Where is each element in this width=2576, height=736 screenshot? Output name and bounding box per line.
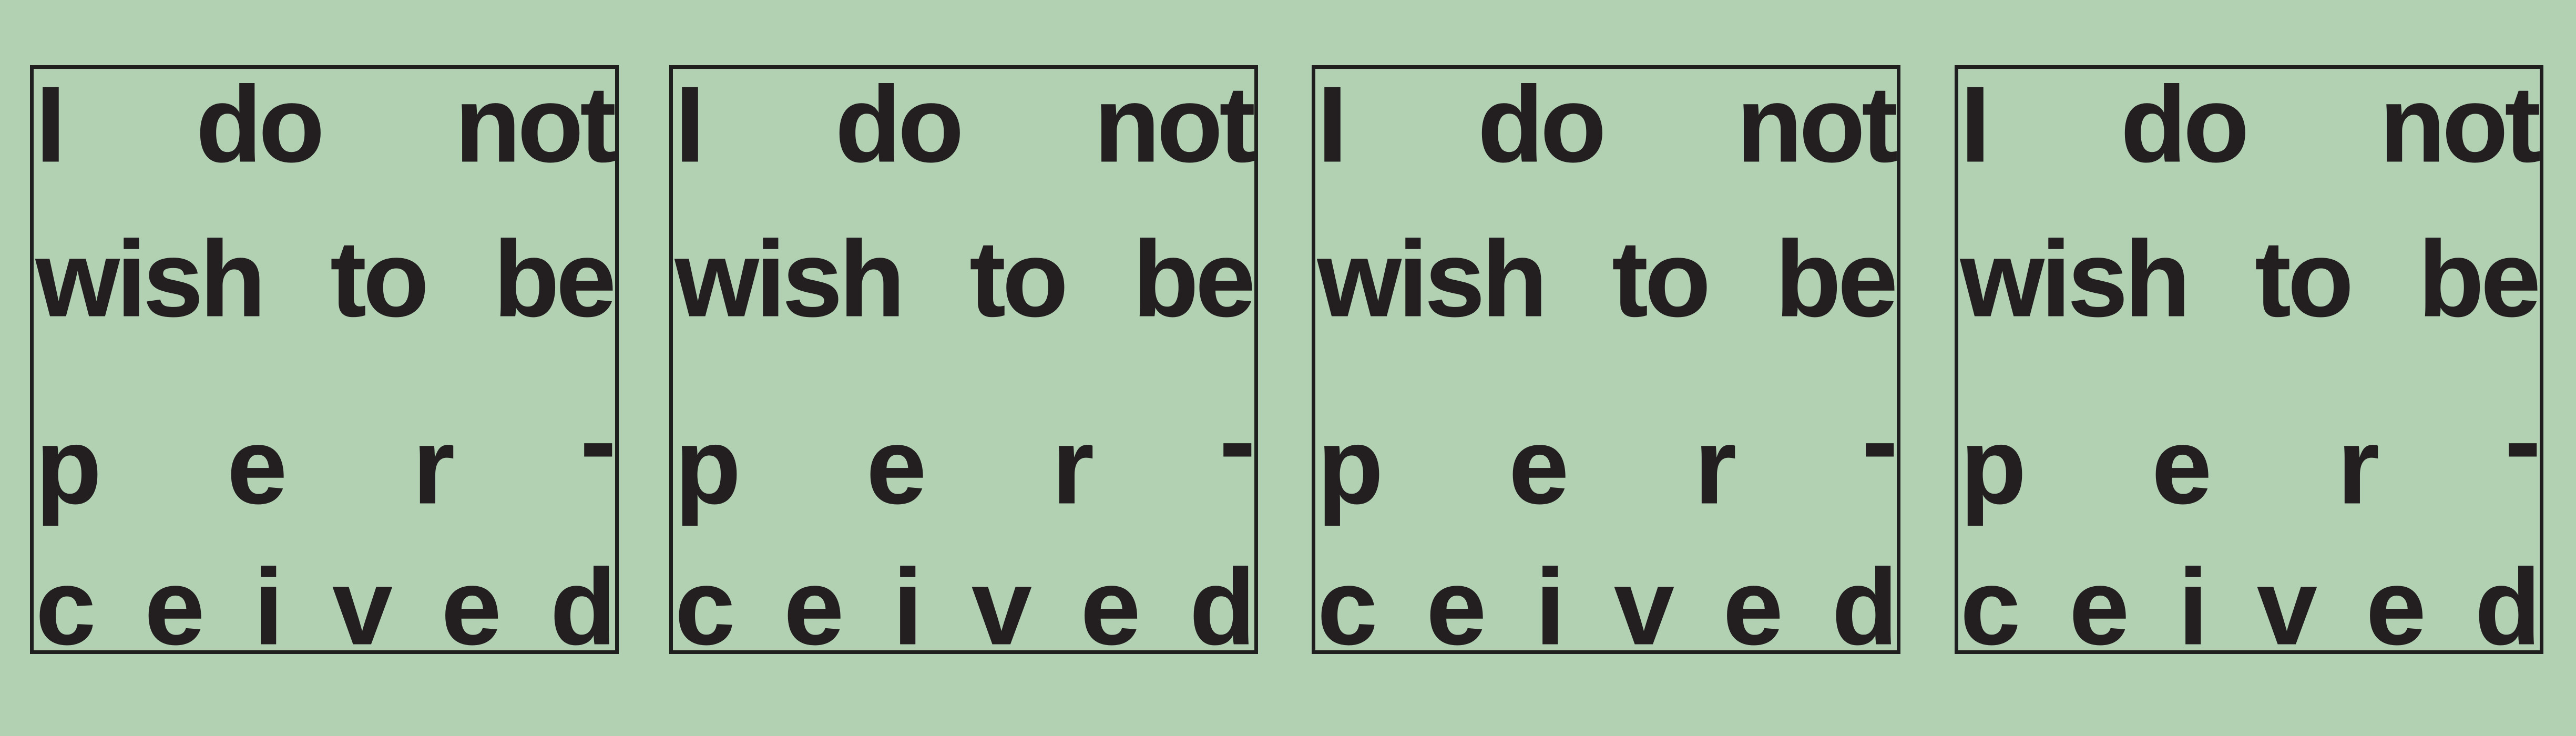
word: not bbox=[1736, 65, 1897, 185]
word: do bbox=[1477, 65, 1606, 185]
word: not bbox=[2379, 65, 2540, 185]
text-block: I do not wish to be p e r - c e i v e bbox=[1958, 65, 2540, 651]
letter: i bbox=[1535, 547, 1566, 654]
letter: e bbox=[2069, 547, 2130, 654]
hyphen: - bbox=[1219, 381, 1254, 501]
letter: r bbox=[1694, 406, 1737, 526]
hyphen: - bbox=[1862, 381, 1897, 501]
line-1: I do not bbox=[34, 65, 615, 185]
letter: e bbox=[227, 406, 288, 526]
text-block: I do not wish to be p e r - c e i v e bbox=[1315, 65, 1897, 651]
letter: e bbox=[441, 547, 502, 654]
letter: i bbox=[2178, 547, 2209, 654]
hyphen: - bbox=[2505, 381, 2540, 501]
text-block: I do not wish to be p e r - c e i v e bbox=[673, 65, 1254, 651]
letter: c bbox=[1960, 547, 2020, 654]
text-block: I do not wish to be p e r - c e i v e bbox=[34, 65, 615, 651]
line-3: p e r - bbox=[1315, 387, 1897, 526]
line-3: p e r - bbox=[673, 387, 1254, 526]
line-3: p e r - bbox=[1958, 387, 2540, 526]
word: I bbox=[1960, 65, 1991, 185]
word: to bbox=[330, 219, 429, 339]
letter: d bbox=[1189, 547, 1254, 654]
line-2: wish to be bbox=[673, 219, 1254, 339]
word: be bbox=[2418, 219, 2540, 339]
word: to bbox=[1612, 219, 1711, 339]
letter: v bbox=[332, 547, 393, 654]
word: do bbox=[196, 65, 324, 185]
text-panel-1: I do not wish to be p e r - c e i v e bbox=[30, 65, 619, 654]
letter: p bbox=[1960, 406, 2026, 526]
word: I bbox=[1317, 65, 1348, 185]
word: I bbox=[36, 65, 66, 185]
text-panel-3: I do not wish to be p e r - c e i v e bbox=[1312, 65, 1900, 654]
line-1: I do not bbox=[1958, 65, 2540, 185]
line-1: I do not bbox=[1315, 65, 1897, 185]
letter: c bbox=[1317, 547, 1377, 654]
word: I bbox=[675, 65, 706, 185]
line-3: p e r - bbox=[34, 387, 615, 526]
word: wish bbox=[1960, 219, 2191, 339]
letter: p bbox=[674, 406, 741, 526]
line-4: c e i v e d bbox=[1958, 547, 2540, 654]
line-4: c e i v e d bbox=[34, 547, 615, 654]
letter: d bbox=[2475, 547, 2540, 654]
line-1: I do not bbox=[673, 65, 1254, 185]
letter: e bbox=[784, 547, 844, 654]
word: to bbox=[969, 219, 1068, 339]
word: wish bbox=[1317, 219, 1548, 339]
letter: r bbox=[2337, 406, 2380, 526]
word: wish bbox=[675, 219, 906, 339]
word: not bbox=[1094, 65, 1254, 185]
letter: i bbox=[253, 547, 284, 654]
letter: e bbox=[145, 547, 205, 654]
letter: v bbox=[2257, 547, 2317, 654]
letter: e bbox=[2366, 547, 2426, 654]
word: be bbox=[493, 219, 615, 339]
line-2: wish to be bbox=[1958, 219, 2540, 339]
word: do bbox=[835, 65, 964, 185]
word: do bbox=[2120, 65, 2249, 185]
text-panel-4: I do not wish to be p e r - c e i v e bbox=[1955, 65, 2543, 654]
letter: r bbox=[413, 406, 455, 526]
letter: i bbox=[893, 547, 923, 654]
letter: e bbox=[1080, 547, 1141, 654]
letter: v bbox=[972, 547, 1032, 654]
letter: d bbox=[550, 547, 615, 654]
line-2: wish to be bbox=[34, 219, 615, 339]
letter: c bbox=[35, 547, 96, 654]
hyphen: - bbox=[580, 381, 615, 501]
text-panel-2: I do not wish to be p e r - c e i v e bbox=[669, 65, 1258, 654]
letter: c bbox=[674, 547, 735, 654]
line-4: c e i v e d bbox=[1315, 547, 1897, 654]
letter: e bbox=[1723, 547, 1783, 654]
letter: r bbox=[1052, 406, 1095, 526]
letter: d bbox=[1832, 547, 1897, 654]
letter: e bbox=[1426, 547, 1487, 654]
letter: e bbox=[866, 406, 927, 526]
letter: p bbox=[1317, 406, 1383, 526]
letter: v bbox=[1614, 547, 1674, 654]
word: not bbox=[455, 65, 615, 185]
letter: p bbox=[35, 406, 101, 526]
word: be bbox=[1775, 219, 1897, 339]
word: to bbox=[2255, 219, 2354, 339]
line-2: wish to be bbox=[1315, 219, 1897, 339]
letter: e bbox=[2152, 406, 2212, 526]
line-4: c e i v e d bbox=[673, 547, 1254, 654]
word: wish bbox=[36, 219, 267, 339]
word: be bbox=[1132, 219, 1254, 339]
letter: e bbox=[1509, 406, 1569, 526]
